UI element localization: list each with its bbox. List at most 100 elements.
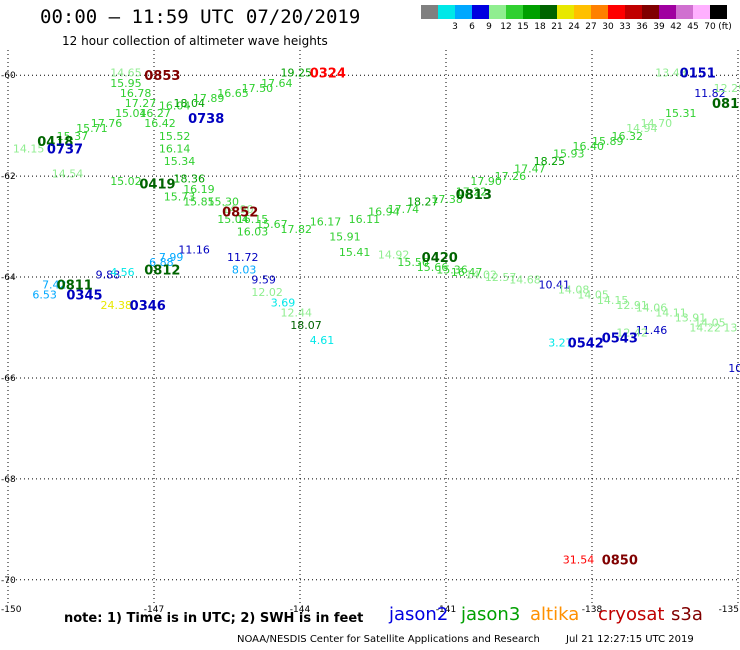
swh-value: 17.82	[281, 223, 313, 236]
swh-value: 15.89	[592, 135, 624, 148]
pass-time-label: 0853	[144, 69, 180, 84]
lon-label: -147	[144, 605, 164, 615]
swh-value: 18.07	[290, 319, 322, 332]
legend-swatch	[693, 5, 710, 19]
swh-value: 9.88	[96, 269, 121, 282]
swh-value: 14.05	[577, 289, 609, 302]
swh-value: 17.47	[514, 163, 546, 176]
swh-value: 6.88	[149, 256, 174, 269]
legend-swatch	[557, 5, 574, 19]
legend-label: 15	[517, 22, 529, 32]
satellite-cryosat: cryosat	[598, 604, 665, 625]
swh-value: 12.02	[251, 286, 282, 299]
swh-value: 12.91	[616, 299, 648, 312]
pass-time-label: 0324	[310, 67, 346, 82]
swh-value: 16.14	[159, 142, 191, 155]
swh-value: 18.04	[173, 97, 205, 110]
swh-value: 14.08	[558, 284, 590, 297]
swh-value: 10	[728, 362, 740, 375]
lat-label: -64	[1, 273, 16, 283]
swh-value: 12.29	[714, 82, 740, 95]
pass-time-label: 0542	[568, 337, 604, 352]
legend-label: 30	[602, 22, 614, 32]
swh-value: 18.36	[173, 173, 205, 186]
swh-value: 16.65	[217, 87, 249, 100]
swh-value: 14.06	[636, 301, 668, 314]
swh-value: 15.71	[76, 122, 108, 135]
pass-time-label: 0543	[602, 332, 638, 347]
swh-value: 14.15	[13, 142, 45, 155]
swh-value: 15.41	[339, 246, 371, 259]
legend-swatch	[659, 5, 676, 19]
swh-value: 9.59	[251, 274, 275, 287]
swh-value: 3.27	[548, 337, 573, 350]
swh-value: 15.95	[110, 77, 142, 90]
legend-label: 18	[534, 22, 546, 32]
swh-value: 14.68	[509, 274, 541, 287]
pass-time-label: 0151	[680, 67, 716, 82]
swh-value: 15.56	[397, 256, 429, 269]
pass-time-label: 0418	[37, 135, 73, 150]
legend-label: 9	[486, 22, 492, 32]
swh-value: 15.93	[553, 147, 585, 160]
swh-value: 4.56	[110, 266, 135, 279]
swh-value: 24.38	[100, 299, 132, 312]
swh-value: 15.31	[665, 107, 697, 120]
legend-swatch	[438, 5, 455, 19]
legend-swatch	[591, 5, 608, 19]
lat-label: -62	[1, 172, 16, 182]
swh-value: 13.43	[655, 67, 687, 80]
lon-label: -141	[436, 605, 456, 615]
satellite-jason2: jason2	[389, 604, 449, 625]
swh-value: 17.38	[431, 193, 463, 206]
lon-label: -150	[1, 605, 22, 615]
swh-value: 16.78	[120, 87, 152, 100]
legend-swatch	[472, 5, 489, 19]
swh-value: 12.57	[485, 271, 517, 284]
swh-value: 17.74	[388, 203, 420, 216]
swh-value: 18.25	[534, 155, 566, 168]
swh-value: 17.90	[470, 175, 502, 188]
legend-swatch	[540, 5, 557, 19]
pass-time-label: 0737	[47, 142, 83, 157]
swh-value: 14.11	[655, 306, 687, 319]
legend-label: 33	[619, 22, 631, 32]
swh-value: 17.22	[456, 185, 488, 198]
legend-swatch	[489, 5, 506, 19]
satellite-s3a: s3a	[671, 604, 703, 625]
swh-value: 11.46	[636, 324, 668, 337]
legend-label: 39	[653, 22, 665, 32]
legend-swatch	[608, 5, 625, 19]
swh-value: 16.15	[237, 213, 269, 226]
legend-label: 27	[585, 22, 597, 32]
satellite-jason3: jason3	[461, 604, 521, 625]
pass-time-label: 0346	[130, 299, 166, 314]
legend-swatch	[625, 5, 642, 19]
swh-value: 16.94	[368, 205, 400, 218]
legend-swatch	[574, 5, 591, 19]
footnote: note: 1) Time is in UTC; 2) SWH is in fe…	[64, 611, 364, 626]
legend-label: 36	[636, 22, 648, 32]
swh-value: 14.90	[222, 203, 254, 216]
swh-value: 15.04	[217, 213, 249, 226]
swh-value: 17.76	[91, 117, 123, 130]
legend-label: 21	[551, 22, 563, 32]
swh-value: 17.89	[193, 92, 225, 105]
legend-label: 12	[500, 22, 512, 32]
legend-label: 3	[452, 22, 458, 32]
swh-value: 15.36	[436, 263, 468, 276]
swh-value: 18.27	[407, 195, 439, 208]
legend-swatch	[676, 5, 693, 19]
map-axis-labels: -60 -62 -64 -66 -68 -70 -150 -147 -144 -141 -138 -1…	[1, 71, 739, 615]
swh-value: 15.37	[57, 130, 89, 143]
pass-time-label: 0850	[602, 554, 638, 569]
pass-time-label: 081	[712, 97, 739, 112]
swh-value: 16.11	[349, 213, 381, 226]
swh-value: 12.44	[281, 306, 313, 319]
swh-value: 16.27	[139, 107, 171, 120]
swh-value: 15.34	[164, 155, 196, 168]
swh-value: 14.92	[378, 248, 410, 261]
pass-time-label: 0813	[456, 188, 492, 203]
pass-time-label: 0852	[222, 205, 258, 220]
swh-value: 15.66	[417, 261, 449, 274]
